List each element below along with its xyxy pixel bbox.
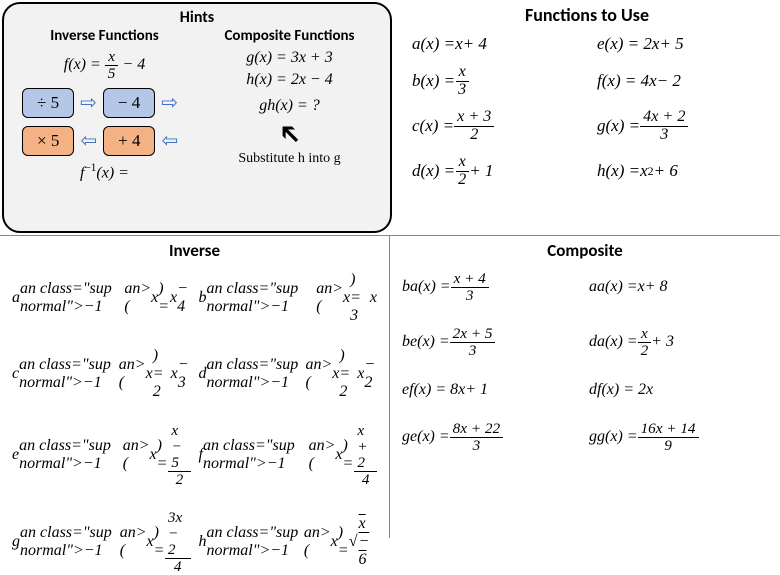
composite-answers-title: Composite xyxy=(398,240,772,261)
answer-cell: gan class="sup normal">−1an>(x) = 3x − 2… xyxy=(12,510,191,575)
hint-inverse-eq: f(x) = x5 − 4 xyxy=(12,49,197,82)
op-times-box: × 5 xyxy=(22,126,74,156)
answer-cell: gg(x) = 16x + 149 xyxy=(589,421,768,454)
hint-inverse-result: f−1(x) = xyxy=(12,162,197,182)
inverse-answers-grid: aan class="sup normal">−1an>(x) = x − 4b… xyxy=(8,271,381,575)
answer-cell: fan class="sup normal">−1an>(x) = x + 24 xyxy=(199,423,378,488)
op-minus-box: − 4 xyxy=(103,88,155,118)
answer-cell: be(x) = 2x + 53 xyxy=(402,326,581,359)
hints-panel: Hints Inverse Functions f(x) = x5 − 4 ÷ … xyxy=(2,2,392,233)
eq-tail: − 4 xyxy=(122,56,145,73)
answer-cell: df(x) = 2x xyxy=(589,381,768,399)
reverse-ops-row: × 5 ⇦ + 4 ⇦ xyxy=(20,124,197,158)
hint-h-eq: h(x) = 2x − 4 xyxy=(197,71,382,89)
answer-cell: ba(x) = x + 43 xyxy=(402,271,581,304)
function-cell: f(x) = 4x − 2 xyxy=(597,64,762,99)
arrow-left-icon: ⇦ xyxy=(161,128,178,153)
hints-composite-title: Composite Functions xyxy=(197,27,382,45)
eq-label: f(x) = xyxy=(64,56,101,73)
answer-cell: ban class="sup normal">−1an>(x) = 3x xyxy=(199,271,378,325)
functions-title: Functions to Use xyxy=(402,4,772,26)
answer-cell: ef(x) = 8x + 1 xyxy=(402,381,581,399)
answer-cell: can class="sup normal">−1an>(x) = 2x − 3 xyxy=(12,347,191,401)
answer-cell: aan class="sup normal">−1an>(x) = x − 4 xyxy=(12,271,191,325)
substitute-arrow-icon: ➔ xyxy=(197,119,382,151)
arrow-left-icon: ⇦ xyxy=(80,128,97,153)
forward-ops-row: ÷ 5 ⇨ − 4 ⇨ xyxy=(20,86,197,120)
hints-inverse-col: Inverse Functions f(x) = x5 − 4 ÷ 5 ⇨ − … xyxy=(12,27,197,222)
answer-cell: dan class="sup normal">−1an>(x) = 2x − 2 xyxy=(199,347,378,401)
frac-num: x xyxy=(105,49,118,66)
composite-answers-col: Composite ba(x) = x + 43aa(x) = x + 8be(… xyxy=(390,236,780,538)
function-cell: e(x) = 2x + 5 xyxy=(597,34,762,54)
answer-cell: han class="sup normal">−1an>(x) = √x − 6 xyxy=(199,510,378,575)
function-cell: a(x) = x + 4 xyxy=(412,34,577,54)
hint-gh-eq: gh(x) = ? xyxy=(197,97,382,115)
top-row: Hints Inverse Functions f(x) = x5 − 4 ÷ … xyxy=(0,0,780,235)
answer-cell: ean class="sup normal">−1an>(x) = x − 52 xyxy=(12,423,191,488)
hint-g-eq: g(x) = 3x + 3 xyxy=(197,49,382,67)
answer-cell: da(x) = x2 + 3 xyxy=(589,326,768,359)
answer-cell: aa(x) = x + 8 xyxy=(589,271,768,304)
function-cell: h(x) = x2 + 6 xyxy=(597,154,762,189)
frac-den: 5 xyxy=(105,66,119,82)
bottom-row: Inverse aan class="sup normal">−1an>(x) … xyxy=(0,235,780,538)
hints-title: Hints xyxy=(12,8,382,27)
op-plus-box: + 4 xyxy=(103,126,155,156)
hints-composite-col: Composite Functions g(x) = 3x + 3 h(x) =… xyxy=(197,27,382,222)
function-cell: b(x) = x3 xyxy=(412,64,577,99)
composite-answers-grid: ba(x) = x + 43aa(x) = x + 8be(x) = 2x + … xyxy=(398,271,772,454)
inverse-answers-col: Inverse aan class="sup normal">−1an>(x) … xyxy=(0,236,390,538)
answer-cell: ge(x) = 8x + 223 xyxy=(402,421,581,454)
functions-grid: a(x) = x + 4 e(x) = 2x + 5 b(x) = x3 f(x)… xyxy=(402,34,772,189)
inverse-answers-title: Inverse xyxy=(8,240,381,261)
function-cell: g(x) = 4x + 23 xyxy=(597,109,762,144)
functions-panel: Functions to Use a(x) = x + 4 e(x) = 2x … xyxy=(394,0,780,235)
op-divide-box: ÷ 5 xyxy=(22,88,74,118)
arrow-right-icon: ⇨ xyxy=(80,90,97,115)
hint-substitute-text: Substitute h into g xyxy=(197,151,382,167)
hints-inverse-title: Inverse Functions xyxy=(12,27,197,45)
function-cell: d(x) = x2 + 1 xyxy=(412,154,577,189)
function-cell: c(x) = x + 32 xyxy=(412,109,577,144)
arrow-right-icon: ⇨ xyxy=(161,90,178,115)
